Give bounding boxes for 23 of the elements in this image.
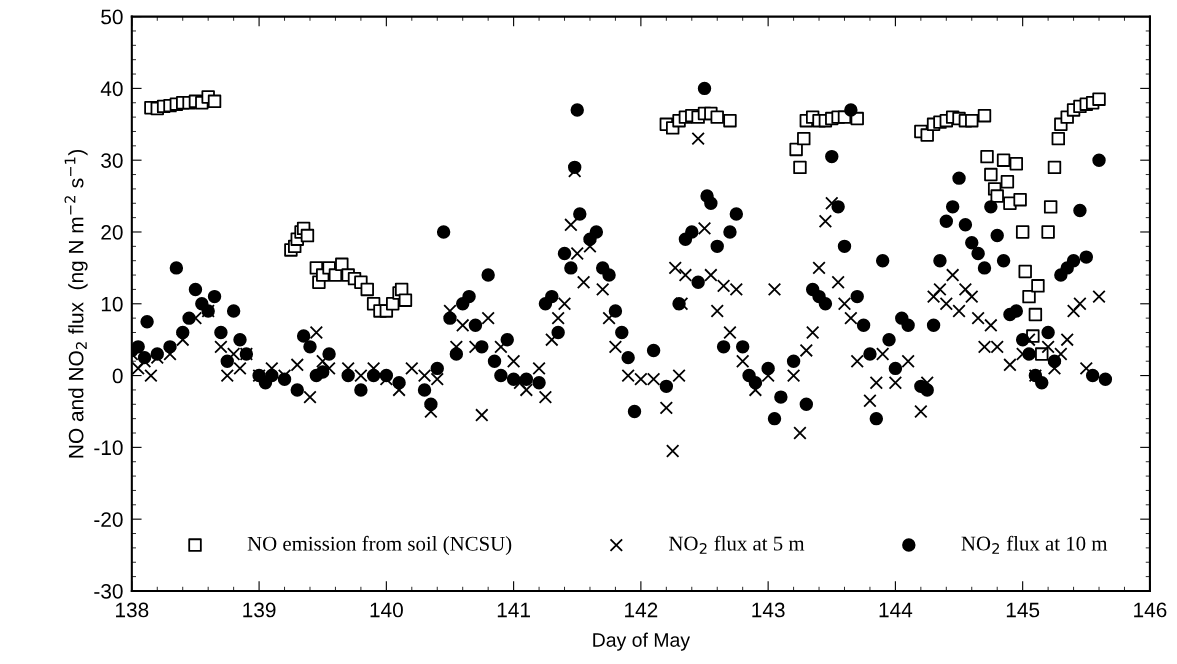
x-tick-label: 140 [370,602,403,618]
y-tick-label: -30 [94,583,123,599]
y-tick-label: 50 [101,9,123,25]
y-tick-label: -10 [94,440,123,456]
legend-label: NO$_{2}$ flux at 5 m [669,535,805,554]
x-tick-label: 143 [752,602,785,618]
x-tick-label: 138 [116,602,149,618]
y-tick-label: 0 [112,368,123,384]
x-tick-label: 139 [243,602,276,618]
y-tick-label: 10 [101,296,123,312]
y-tick-label: -20 [94,512,123,527]
y-tick-label: 40 [100,81,123,97]
x-tick-label: 142 [625,602,658,618]
x-tick-label: 146 [1134,602,1167,618]
legend-label: NO emission from soil (NCSU) [247,535,512,555]
x-tick-label: 141 [497,602,530,618]
y-axis-title: NO and NO$_{2}$ flux (ng N m$^{−2}$ s$^{−1}$) [64,149,88,458]
x-tick-label: 145 [1006,602,1040,618]
x-axis-title: Day of May [593,632,691,651]
legend-label: NO$_{2}$ flux at 10 m [961,535,1108,554]
y-tick-label: 30 [101,153,123,168]
x-tick-label: 144 [879,602,913,618]
y-tick-label: 20 [101,224,123,240]
